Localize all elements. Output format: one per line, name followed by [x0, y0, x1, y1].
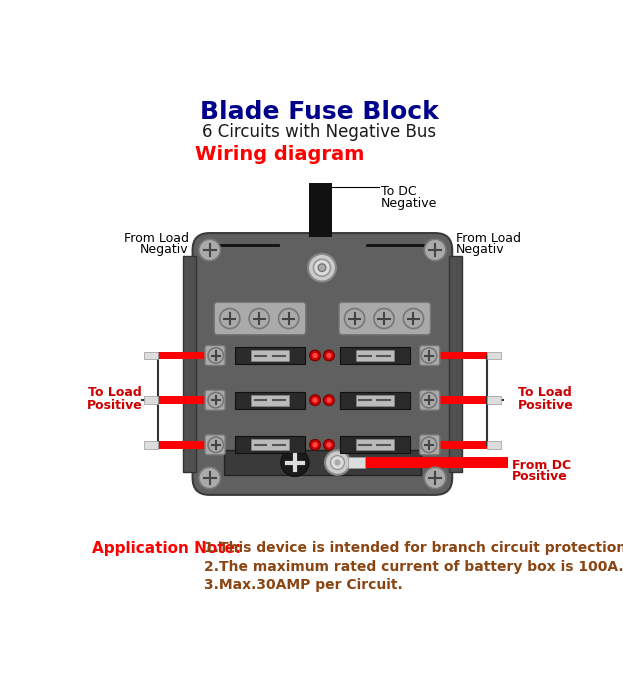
Text: Positive: Positive — [518, 399, 574, 412]
Bar — [144, 397, 158, 404]
Bar — [309, 183, 332, 237]
FancyBboxPatch shape — [205, 435, 225, 455]
Bar — [449, 256, 462, 472]
Circle shape — [308, 254, 336, 281]
FancyBboxPatch shape — [205, 390, 225, 410]
Bar — [340, 436, 409, 453]
Circle shape — [208, 392, 224, 408]
Circle shape — [208, 437, 224, 453]
Bar — [158, 352, 205, 359]
FancyBboxPatch shape — [339, 303, 430, 334]
Text: From Load: From Load — [124, 232, 189, 245]
FancyBboxPatch shape — [205, 346, 225, 366]
Bar — [158, 441, 205, 448]
Circle shape — [421, 392, 437, 408]
Bar — [144, 441, 158, 448]
Bar — [487, 441, 501, 448]
Circle shape — [313, 259, 331, 276]
Text: Wiring diagram: Wiring diagram — [194, 144, 364, 164]
Bar — [356, 395, 394, 406]
Circle shape — [335, 460, 341, 466]
Circle shape — [323, 439, 335, 451]
Bar — [158, 397, 205, 404]
Text: To DC: To DC — [381, 184, 417, 198]
Bar — [487, 352, 501, 359]
Bar — [340, 347, 409, 364]
Circle shape — [326, 442, 331, 448]
Text: From Load: From Load — [456, 232, 521, 245]
Circle shape — [326, 397, 331, 403]
Bar — [144, 352, 158, 359]
Bar — [440, 397, 487, 404]
Circle shape — [312, 397, 318, 403]
Text: From DC: From DC — [512, 459, 571, 472]
Circle shape — [199, 239, 221, 261]
Text: 3.Max.30AMP per Circuit.: 3.Max.30AMP per Circuit. — [204, 578, 403, 592]
Circle shape — [312, 353, 318, 358]
Circle shape — [312, 442, 318, 448]
Text: To Load: To Load — [88, 386, 142, 399]
Text: Positive: Positive — [87, 399, 142, 412]
FancyBboxPatch shape — [193, 233, 452, 495]
Bar — [235, 392, 305, 408]
Text: 2.The maximum rated current of battery box is 100A.: 2.The maximum rated current of battery b… — [204, 560, 623, 574]
Circle shape — [424, 467, 446, 489]
Circle shape — [403, 308, 424, 328]
Circle shape — [208, 348, 224, 363]
Text: Negativ: Negativ — [456, 243, 505, 256]
Bar — [235, 436, 305, 453]
Bar — [356, 350, 394, 361]
Circle shape — [331, 455, 345, 469]
Circle shape — [421, 348, 437, 363]
Circle shape — [345, 308, 364, 328]
Text: Blade Fuse Block: Blade Fuse Block — [199, 100, 438, 124]
Circle shape — [310, 395, 320, 406]
Circle shape — [325, 451, 350, 475]
FancyBboxPatch shape — [420, 435, 440, 455]
FancyBboxPatch shape — [420, 346, 440, 366]
Text: Negativ: Negativ — [140, 243, 189, 256]
Bar — [251, 350, 289, 361]
Text: Application Note:: Application Note: — [92, 541, 241, 556]
Circle shape — [323, 395, 335, 406]
Bar — [440, 441, 487, 448]
Text: Positive: Positive — [512, 471, 568, 483]
Bar — [224, 451, 421, 475]
Text: To Load: To Load — [518, 386, 572, 399]
Circle shape — [318, 264, 326, 272]
Circle shape — [323, 350, 335, 361]
Text: Negative: Negative — [381, 197, 437, 210]
Bar — [235, 347, 305, 364]
Circle shape — [220, 308, 240, 328]
Circle shape — [374, 308, 394, 328]
Circle shape — [249, 308, 269, 328]
Circle shape — [199, 467, 221, 489]
Circle shape — [326, 353, 331, 358]
Bar — [340, 392, 409, 408]
Bar — [251, 395, 289, 406]
Bar — [183, 256, 196, 472]
Bar — [366, 457, 508, 468]
FancyBboxPatch shape — [214, 303, 306, 334]
Bar — [440, 352, 487, 359]
Circle shape — [424, 239, 446, 261]
Circle shape — [310, 350, 320, 361]
Bar — [356, 439, 394, 451]
FancyBboxPatch shape — [420, 390, 440, 410]
Circle shape — [278, 308, 299, 328]
Text: 6 Circuits with Negative Bus: 6 Circuits with Negative Bus — [202, 123, 436, 141]
Bar — [251, 439, 289, 451]
Circle shape — [421, 437, 437, 453]
Text: 1.This device is intended for branch circuit protection.: 1.This device is intended for branch cir… — [204, 541, 623, 555]
Bar — [348, 457, 366, 468]
Circle shape — [281, 448, 309, 476]
Bar — [487, 397, 501, 404]
Circle shape — [310, 439, 320, 451]
